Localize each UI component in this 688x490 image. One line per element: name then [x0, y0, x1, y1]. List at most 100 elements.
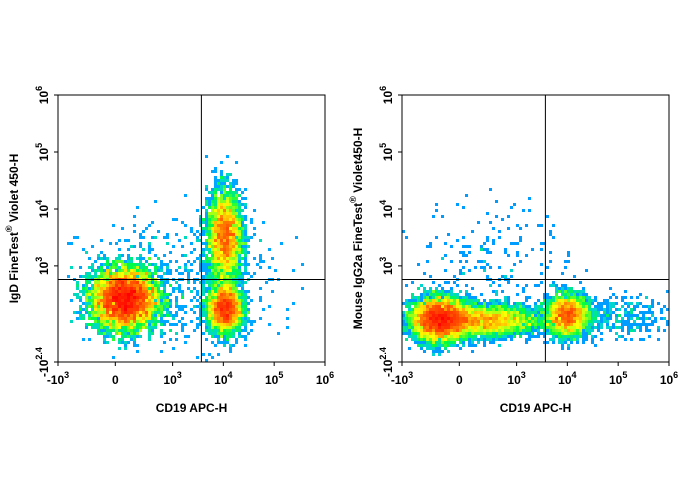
density-point — [558, 299, 561, 302]
density-point — [274, 269, 277, 272]
density-point — [489, 341, 492, 344]
density-point — [244, 344, 247, 347]
density-point — [402, 317, 405, 320]
density-point — [546, 296, 549, 299]
density-point — [130, 329, 133, 332]
density-point — [579, 308, 582, 311]
density-point — [142, 284, 145, 287]
density-point — [588, 302, 591, 305]
density-point — [588, 311, 591, 314]
density-point — [426, 302, 429, 305]
density-point — [211, 317, 214, 320]
density-point — [94, 287, 97, 290]
density-point — [513, 311, 516, 314]
density-point — [480, 338, 483, 341]
density-point — [109, 242, 112, 245]
density-point — [214, 344, 217, 347]
density-point — [235, 293, 238, 296]
density-point — [226, 341, 229, 344]
density-point — [621, 296, 624, 299]
density-point — [154, 293, 157, 296]
density-point — [115, 311, 118, 314]
density-point — [202, 275, 205, 278]
density-point — [438, 323, 441, 326]
density-point — [223, 236, 226, 239]
density-point — [591, 320, 594, 323]
density-point — [232, 317, 235, 320]
density-point — [187, 269, 190, 272]
density-point — [223, 338, 226, 341]
density-point — [85, 275, 88, 278]
density-point — [97, 302, 100, 305]
density-point — [660, 308, 663, 311]
density-point — [456, 305, 459, 308]
density-point — [145, 299, 148, 302]
density-point — [657, 338, 660, 341]
density-point — [229, 227, 232, 230]
density-point — [214, 266, 217, 269]
density-point — [124, 317, 127, 320]
density-point — [597, 323, 600, 326]
density-point — [211, 299, 214, 302]
density-point — [202, 311, 205, 314]
density-point — [642, 314, 645, 317]
density-point — [606, 323, 609, 326]
density-point — [103, 314, 106, 317]
density-point — [217, 305, 220, 308]
density-point — [438, 293, 441, 296]
density-point — [148, 305, 151, 308]
density-point — [642, 323, 645, 326]
density-point — [232, 257, 235, 260]
density-point — [441, 296, 444, 299]
density-point — [465, 320, 468, 323]
density-point — [450, 326, 453, 329]
density-point — [193, 296, 196, 299]
density-point — [214, 209, 217, 212]
density-point — [402, 311, 405, 314]
density-point — [576, 335, 579, 338]
density-point — [585, 296, 588, 299]
density-point — [531, 311, 534, 314]
x-tick-label: 105 — [609, 370, 627, 387]
density-point — [79, 266, 82, 269]
density-point — [594, 311, 597, 314]
density-point — [244, 266, 247, 269]
density-point — [277, 332, 280, 335]
density-point — [555, 314, 558, 317]
density-point — [97, 299, 100, 302]
density-point — [441, 302, 444, 305]
density-point — [187, 287, 190, 290]
density-point — [133, 245, 136, 248]
density-point — [546, 317, 549, 320]
density-point — [477, 305, 480, 308]
density-point — [615, 314, 618, 317]
density-point — [462, 335, 465, 338]
density-point — [151, 263, 154, 266]
density-point — [543, 341, 546, 344]
density-point — [223, 254, 226, 257]
density-point — [561, 329, 564, 332]
density-point — [483, 266, 486, 269]
density-point — [498, 311, 501, 314]
density-point — [115, 263, 118, 266]
density-point — [432, 338, 435, 341]
density-point — [268, 305, 271, 308]
density-point — [151, 272, 154, 275]
density-point — [238, 203, 241, 206]
density-point — [199, 239, 202, 242]
density-point — [121, 293, 124, 296]
density-point — [85, 299, 88, 302]
density-point — [202, 320, 205, 323]
density-point — [651, 323, 654, 326]
y-tick-label: 105 — [34, 143, 51, 161]
density-point — [235, 326, 238, 329]
density-point — [223, 191, 226, 194]
density-point — [241, 233, 244, 236]
density-point — [450, 245, 453, 248]
density-point — [214, 185, 217, 188]
density-point — [136, 206, 139, 209]
density-point — [142, 266, 145, 269]
density-point — [417, 308, 420, 311]
density-point — [229, 215, 232, 218]
density-point — [259, 287, 262, 290]
